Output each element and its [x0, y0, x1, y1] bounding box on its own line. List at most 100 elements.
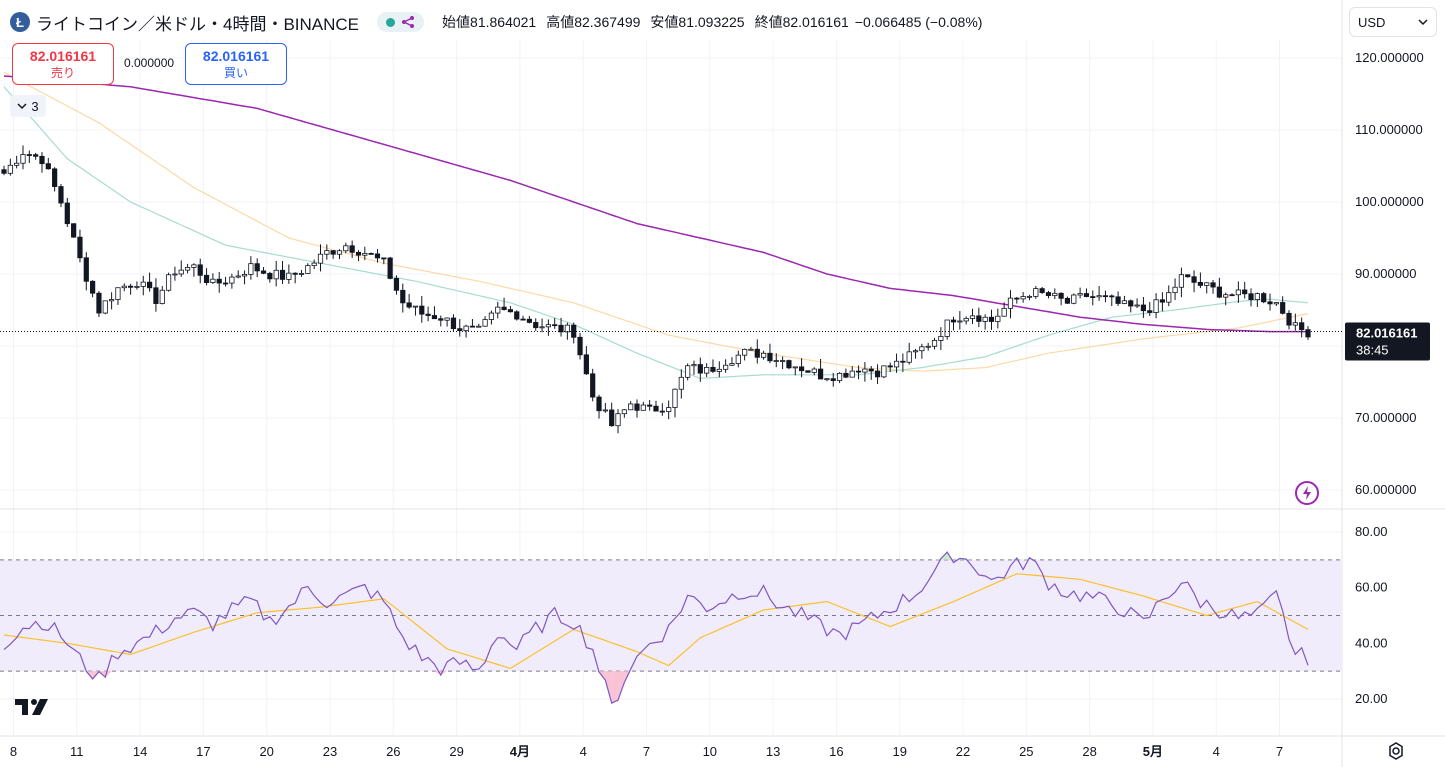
candle: [868, 365, 874, 380]
time-axis: 8 11 14 17 20 23 26 29 4月 4 7 10 13 16 19 22 25 28 5月 4 7: [10, 744, 1283, 759]
candle: [457, 319, 463, 337]
candle: [39, 152, 45, 173]
symbol-title[interactable]: ライトコイン／米ドル・4時間・BINANCE: [36, 14, 360, 34]
time-tick-label: 16: [829, 744, 843, 759]
candle: [14, 155, 20, 169]
candle: [387, 256, 393, 280]
candle: [1064, 296, 1071, 304]
last-price-value: 82.016161: [1356, 325, 1417, 340]
candle: [1, 165, 7, 176]
candle: [1204, 282, 1210, 294]
sell-button[interactable]: 82.016161 売り: [12, 43, 114, 85]
candle: [260, 267, 267, 275]
market-status-pill[interactable]: [377, 12, 425, 32]
candle: [1102, 290, 1109, 303]
settings-icon[interactable]: [1386, 741, 1406, 761]
candle: [1083, 288, 1090, 298]
lightning-icon[interactable]: [1294, 480, 1320, 506]
candle: [805, 370, 811, 373]
candle: [393, 275, 400, 295]
candle: [1292, 313, 1298, 331]
candle: [672, 388, 678, 418]
candle: [438, 315, 444, 327]
candle: [855, 365, 862, 380]
candle: [533, 318, 539, 331]
indicator-toggle-button[interactable]: 3: [10, 95, 46, 117]
candle: [798, 358, 805, 378]
candle: [298, 269, 305, 277]
candle: [444, 317, 450, 327]
candle: [1273, 302, 1279, 306]
time-tick-label: 26: [386, 744, 400, 759]
candle: [349, 240, 355, 259]
buy-button[interactable]: 82.016161 買い: [185, 43, 287, 85]
candle: [77, 229, 83, 263]
candle: [45, 157, 51, 170]
candle: [241, 270, 248, 285]
candle: [526, 315, 532, 324]
time-tick-label: 29: [449, 744, 463, 759]
candle: [1115, 291, 1121, 306]
candle: [1197, 272, 1203, 289]
candle: [1286, 310, 1292, 330]
time-tick-label: 20: [259, 744, 273, 759]
candle: [400, 283, 406, 313]
candle: [1071, 293, 1077, 305]
candle: [615, 409, 621, 434]
rsi-tick-label: 60.00: [1355, 580, 1388, 595]
candle: [128, 283, 134, 295]
candle: [893, 353, 900, 373]
candle: [938, 327, 944, 350]
candle: [950, 316, 957, 331]
candle: [1140, 297, 1147, 318]
candle: [203, 268, 210, 286]
candle: [609, 402, 615, 427]
candle: [1191, 270, 1197, 293]
candle: [963, 316, 969, 325]
ma-long-line: [3, 75, 1308, 333]
tradingview-logo-icon: [15, 699, 48, 715]
candle: [254, 258, 260, 278]
candle: [982, 314, 988, 330]
sell-price: 82.016161: [29, 47, 97, 64]
rsi-tick-label: 80.00: [1355, 524, 1388, 539]
tradingview-logo[interactable]: [15, 697, 55, 723]
candle: [488, 310, 495, 325]
candle: [368, 252, 374, 255]
candle: [1007, 290, 1014, 319]
price-change: −0.066485 (−0.08%): [854, 14, 983, 30]
candle: [767, 343, 773, 364]
candle: [311, 259, 317, 270]
time-tick-label: 28: [1082, 744, 1096, 759]
candle: [640, 401, 646, 411]
price-tick-label: 60.000000: [1355, 482, 1416, 497]
candle: [507, 306, 514, 313]
time-tick-label: 11: [70, 744, 84, 759]
candle: [596, 394, 602, 419]
candle: [761, 350, 767, 360]
candle: [324, 244, 330, 260]
candle: [267, 271, 273, 283]
spread-value: 0.000000: [124, 56, 175, 70]
candle: [96, 290, 102, 317]
candle: [1235, 281, 1241, 303]
time-tick-label: 17: [196, 744, 210, 759]
candle: [685, 363, 691, 381]
candle: [1077, 287, 1083, 299]
time-tick-label: 25: [1019, 744, 1033, 759]
candle: [1147, 301, 1153, 317]
candle: [628, 401, 634, 411]
candle: [653, 400, 659, 412]
candle: [90, 280, 96, 298]
candle: [621, 409, 627, 418]
candle: [178, 260, 184, 277]
candle: [1172, 278, 1178, 300]
buy-label: 買い: [223, 65, 248, 80]
candle: [374, 249, 381, 263]
currency-select[interactable]: USD: [1349, 7, 1437, 37]
candle: [501, 297, 507, 311]
candle: [830, 372, 836, 387]
rsi-tick-label: 20.00: [1355, 691, 1388, 706]
candle: [58, 184, 64, 208]
